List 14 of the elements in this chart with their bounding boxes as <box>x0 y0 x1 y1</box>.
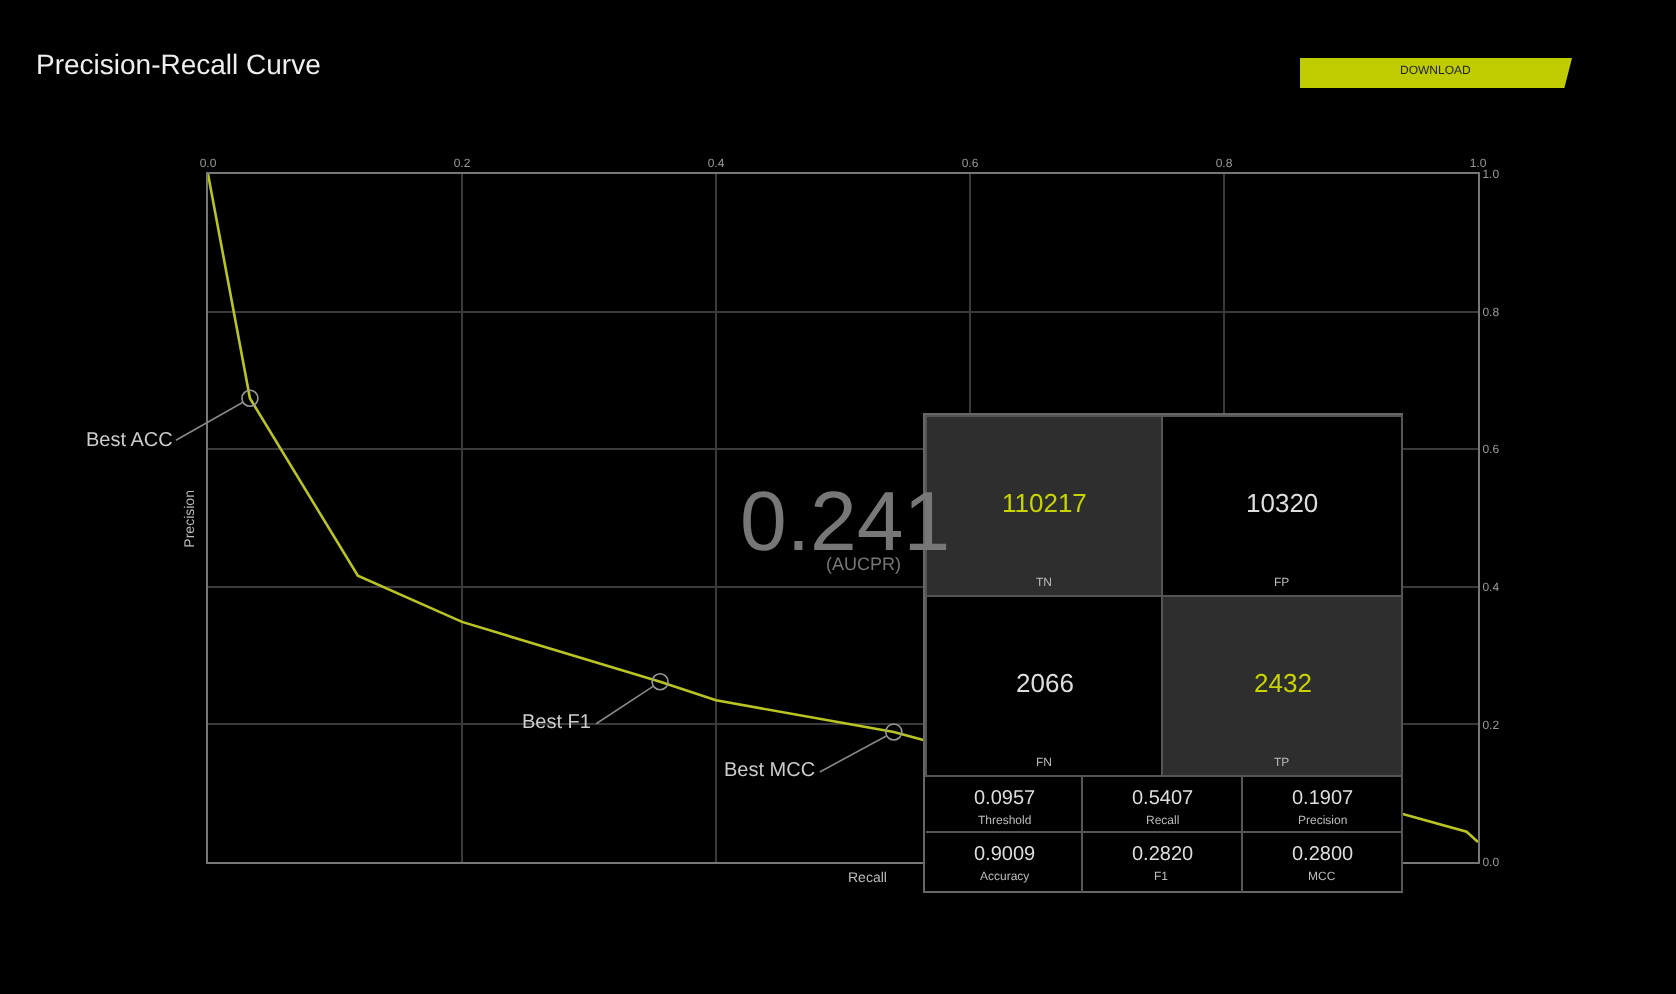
annotation: Best MCC <box>724 760 816 782</box>
annotation: 0.2800 <box>1292 844 1355 866</box>
annotation: 0.5407 <box>1132 788 1195 810</box>
annotation: 0.0957 <box>974 788 1037 810</box>
annotation: 0.1907 <box>1292 788 1355 810</box>
annotation: 0.2820 <box>1132 844 1195 866</box>
annotation: Best F1 <box>522 712 592 734</box>
annotation: 2432 <box>1254 668 1312 698</box>
annotation: Best ACC <box>86 430 173 452</box>
chart-title: Precision-Recall Curve <box>36 47 322 80</box>
annotation: 0.9009 <box>974 844 1037 866</box>
annotation: 110217 <box>1002 488 1087 518</box>
annotation: 10320 <box>1246 488 1319 518</box>
annotation: 2066 <box>1016 668 1074 698</box>
